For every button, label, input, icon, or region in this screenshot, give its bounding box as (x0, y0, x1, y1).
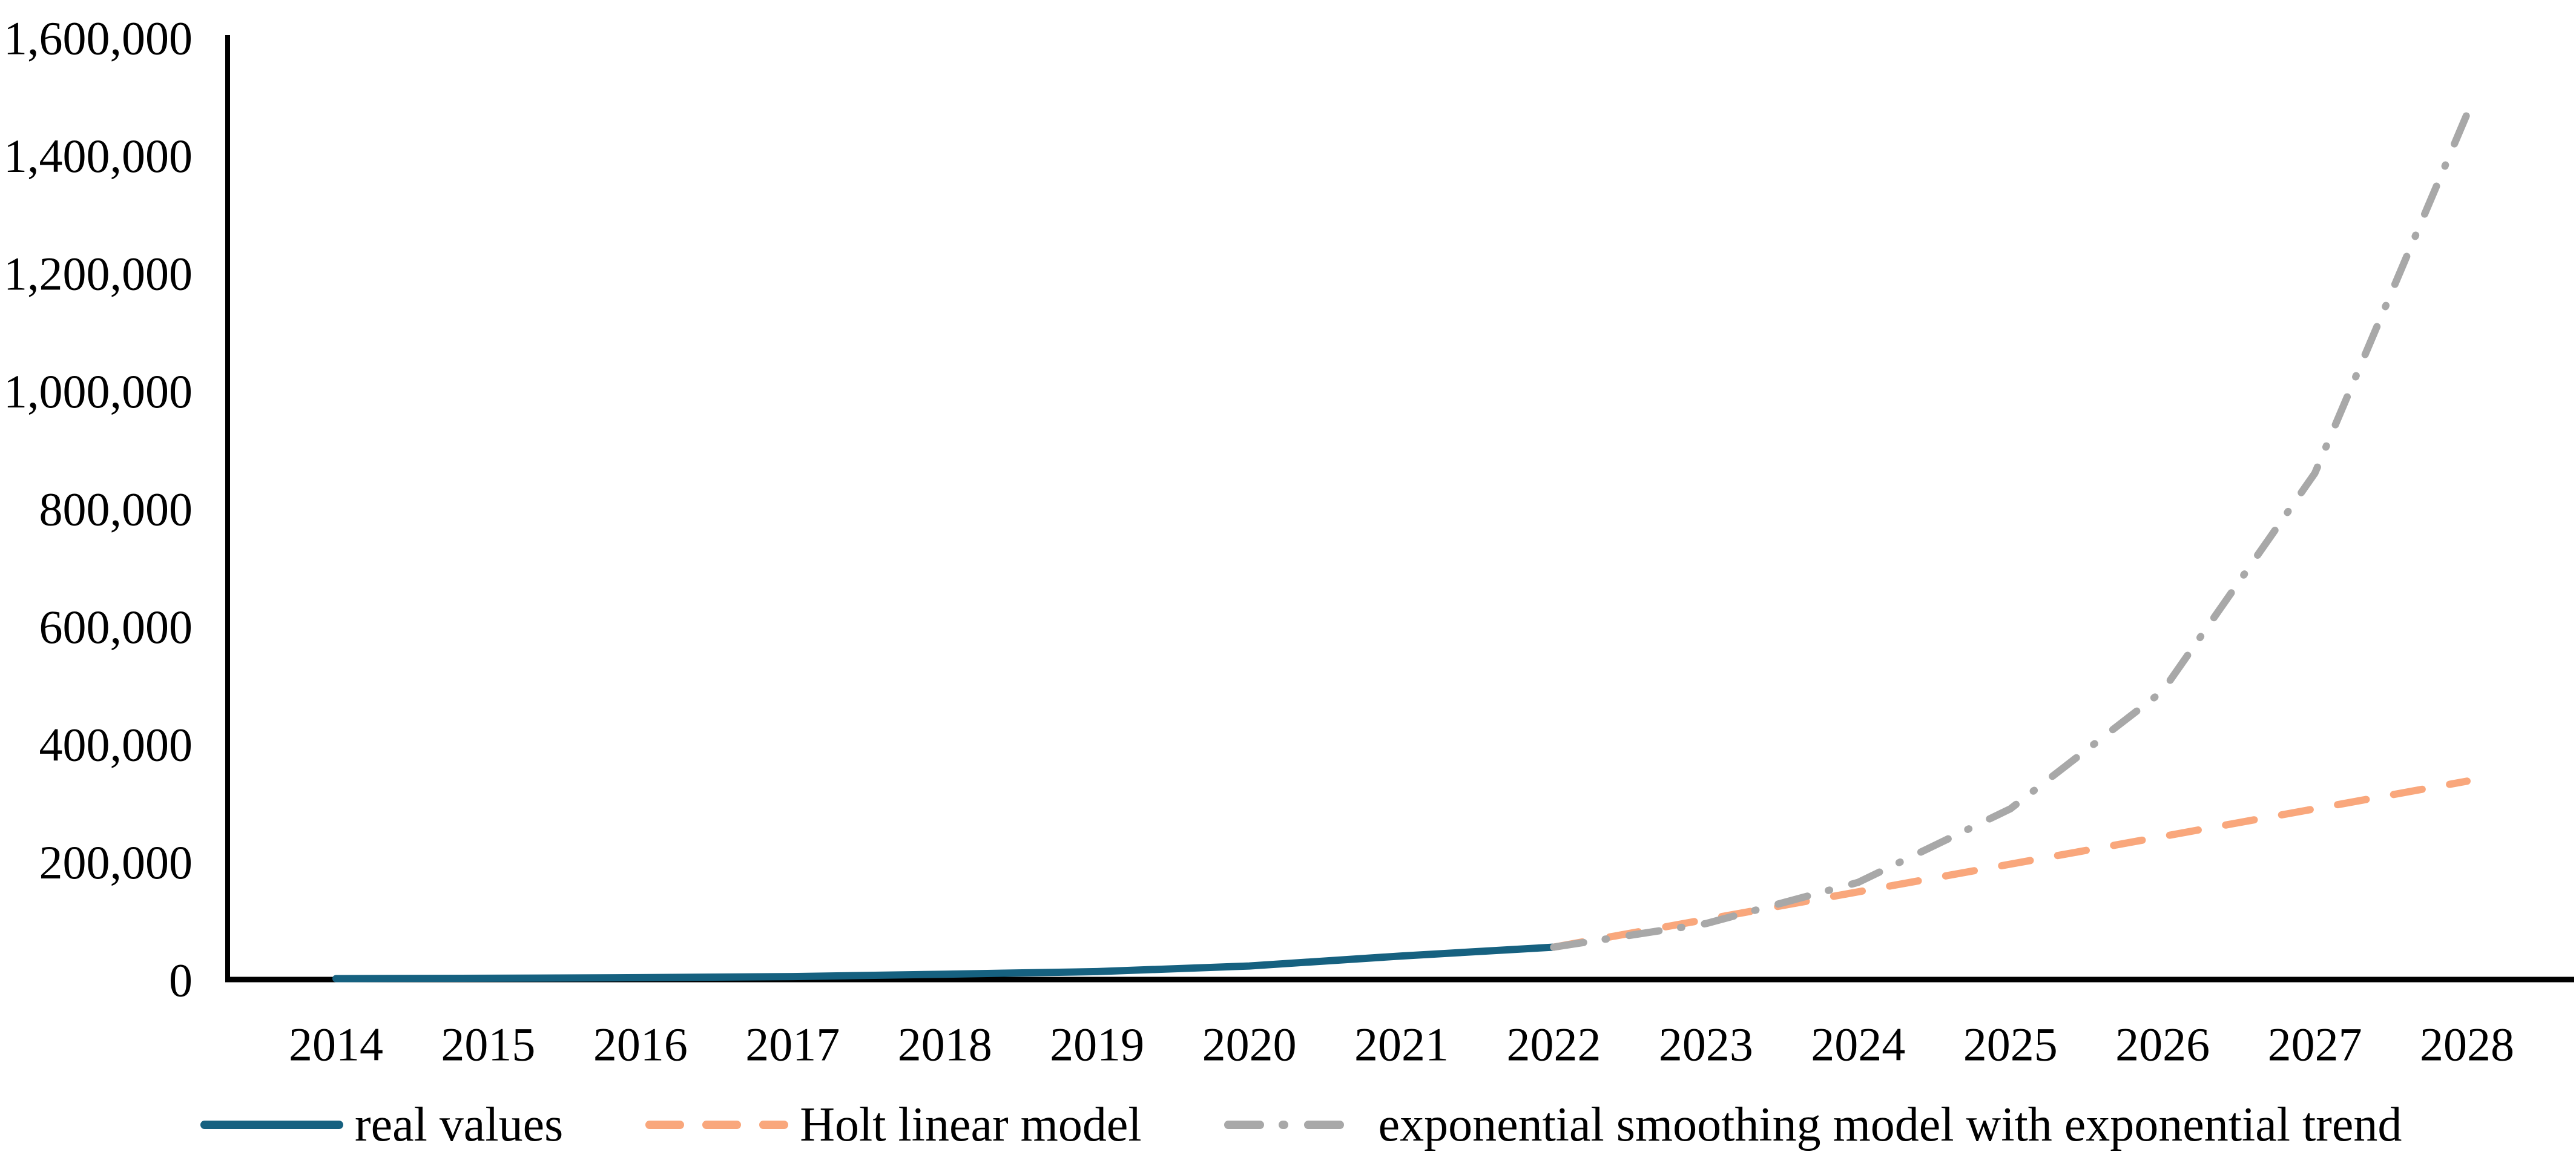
y-axis-tick-label: 1,600,000 (4, 12, 193, 64)
y-axis-tick-label: 1,000,000 (4, 365, 193, 418)
x-axis-tick-label: 2018 (898, 1018, 992, 1070)
x-axis-tick-label: 2019 (1050, 1018, 1144, 1070)
legend-item-real-values: real values (200, 1101, 563, 1149)
x-axis-tick-label: 2016 (593, 1018, 688, 1070)
x-axis-tick-label: 2014 (289, 1018, 383, 1070)
chart-legend: real values Holt linear model exponentia… (200, 1087, 2561, 1162)
x-axis-tick-label: 2020 (1202, 1018, 1297, 1070)
x-axis-tick-label: 2027 (2268, 1018, 2362, 1070)
x-axis-tick-label: 2028 (2420, 1018, 2514, 1070)
y-axis-tick-label: 0 (169, 954, 193, 1006)
x-axis-tick-label: 2025 (1963, 1018, 2058, 1070)
y-axis-tick-label: 200,000 (39, 836, 193, 889)
series-line-real-values (332, 943, 1558, 983)
x-axis-tick-label: 2023 (1659, 1018, 1753, 1070)
legend-label-real-values: real values (355, 1098, 564, 1151)
legend-label-holt-linear-model: Holt linear model (800, 1098, 1142, 1151)
series-line-holt-linear-model (1550, 777, 2471, 951)
x-axis-tick-label: 2021 (1354, 1018, 1449, 1070)
x-axis-tick-label: 2017 (745, 1018, 840, 1070)
y-axis-tick-label: 1,200,000 (4, 247, 193, 300)
y-axis-tick-label: 600,000 (39, 601, 193, 653)
legend-item-exponential-smoothing-model: exponential smoothing model with exponen… (1224, 1101, 2402, 1149)
legend-label-exponential-smoothing-model: exponential smoothing model with exponen… (1378, 1098, 2402, 1151)
y-axis-tick-label: 1,400,000 (4, 130, 193, 182)
real-values-line-swatch (200, 1121, 343, 1129)
x-axis-tick-label: 2026 (2115, 1018, 2210, 1070)
x-axis-tick-label: 2015 (441, 1018, 535, 1070)
x-axis-tick-label: 2022 (1506, 1018, 1601, 1070)
x-axis-tick-label: 2024 (1811, 1018, 1905, 1070)
holt-linear-model-line-swatch (645, 1121, 789, 1129)
legend-item-holt-linear-model: Holt linear model (645, 1098, 1142, 1151)
series-line-exponential-smoothing-model-with-exponential-trend (1550, 110, 2471, 951)
y-axis-tick-label: 800,000 (39, 483, 193, 535)
y-axis-tick-label: 400,000 (39, 718, 193, 771)
exponential-smoothing-model-line-swatch (1224, 1121, 1367, 1129)
